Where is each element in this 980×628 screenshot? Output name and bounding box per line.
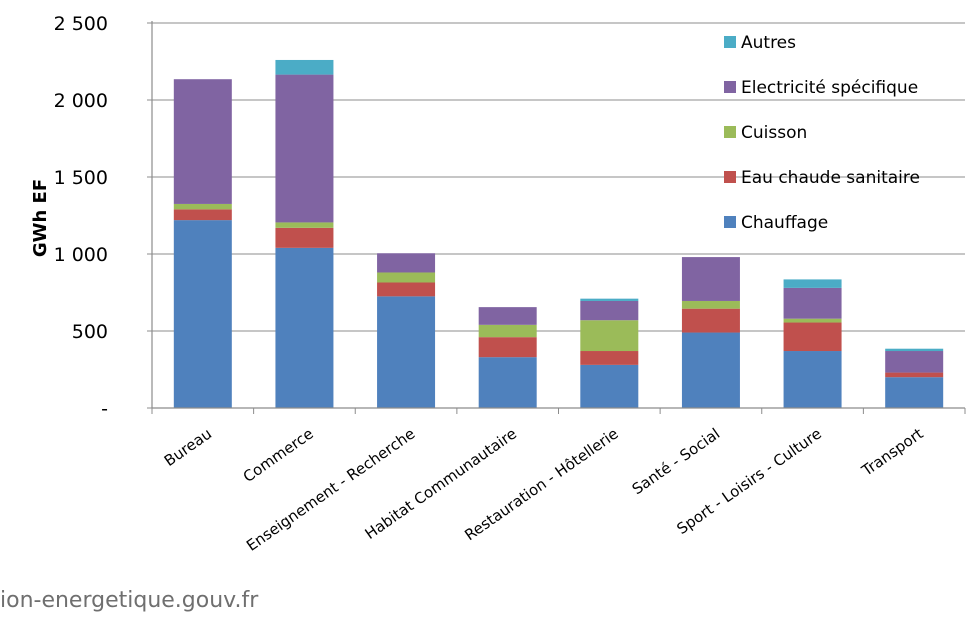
legend-label: Electricité spécifique	[741, 78, 918, 98]
bar-segment	[580, 300, 639, 321]
bar-segment	[275, 227, 334, 248]
y-tick-labels: - 500 1 000 1 500 2 000 2 500	[54, 13, 108, 420]
bar-segment	[580, 351, 639, 365]
y-tick-label: 500	[72, 321, 108, 343]
bar-segment	[783, 322, 842, 352]
bar-segment	[275, 74, 334, 223]
x-category-label: Bureau	[161, 425, 215, 470]
bar-segment	[783, 287, 842, 319]
bar-segment	[783, 318, 842, 323]
bar-segment	[783, 279, 842, 288]
bar-segment	[681, 300, 740, 309]
legend-swatch	[724, 171, 736, 183]
bar-segment	[173, 79, 232, 204]
bar-segment	[173, 220, 232, 408]
bar-segment	[681, 257, 740, 301]
bar-segment	[275, 222, 334, 228]
legend-label: Cuisson	[741, 123, 807, 143]
bar-segment	[885, 351, 944, 373]
legend-swatch	[724, 81, 736, 93]
y-tick-label: 1 500	[54, 167, 108, 189]
y-tick-label: 2 000	[54, 90, 108, 112]
bar-segment	[478, 307, 537, 325]
legend-label: Autres	[741, 33, 796, 53]
x-category-label: Commerce	[240, 425, 317, 486]
bar-segment	[173, 209, 232, 221]
bar-segment	[885, 372, 944, 378]
bar-segment	[377, 272, 436, 283]
bars	[173, 59, 944, 408]
x-category-label: Enseignement - Recherche	[243, 425, 418, 555]
bar-segment	[478, 337, 537, 358]
bar-segment	[377, 282, 436, 297]
bar-segment	[275, 247, 334, 408]
legend-swatch	[724, 36, 736, 48]
bar-segment	[885, 377, 944, 408]
bar-segment	[377, 253, 436, 273]
y-tick-label: 1 000	[54, 244, 108, 266]
bar-segment	[885, 348, 944, 352]
source-caption: ion-energetique.gouv.fr	[0, 588, 259, 613]
x-category-label: Transport	[858, 424, 927, 480]
bar-segment	[478, 357, 537, 408]
x-category-label: Santé - Social	[629, 425, 724, 499]
bar-segment	[681, 332, 740, 408]
bar-segment	[275, 59, 334, 75]
axes	[147, 21, 966, 414]
bar-segment	[173, 203, 232, 210]
y-tick-label: 2 500	[54, 13, 108, 35]
y-axis-label: GWh EF	[30, 179, 51, 257]
legend: Autres Electricité spécifique Cuisson Eau c…	[724, 33, 920, 233]
bar-segment	[681, 308, 740, 333]
bar-segment	[783, 351, 842, 408]
y-tick-label: -	[101, 398, 108, 420]
bar-segment	[580, 320, 639, 352]
legend-swatch	[724, 126, 736, 138]
bar-segment	[580, 298, 639, 301]
bar-segment	[377, 296, 436, 408]
bar-segment	[580, 364, 639, 408]
legend-label: Chauffage	[741, 213, 828, 233]
legend-swatch	[724, 216, 736, 228]
bar-segment	[478, 324, 537, 338]
legend-label: Eau chaude sanitaire	[741, 168, 920, 188]
